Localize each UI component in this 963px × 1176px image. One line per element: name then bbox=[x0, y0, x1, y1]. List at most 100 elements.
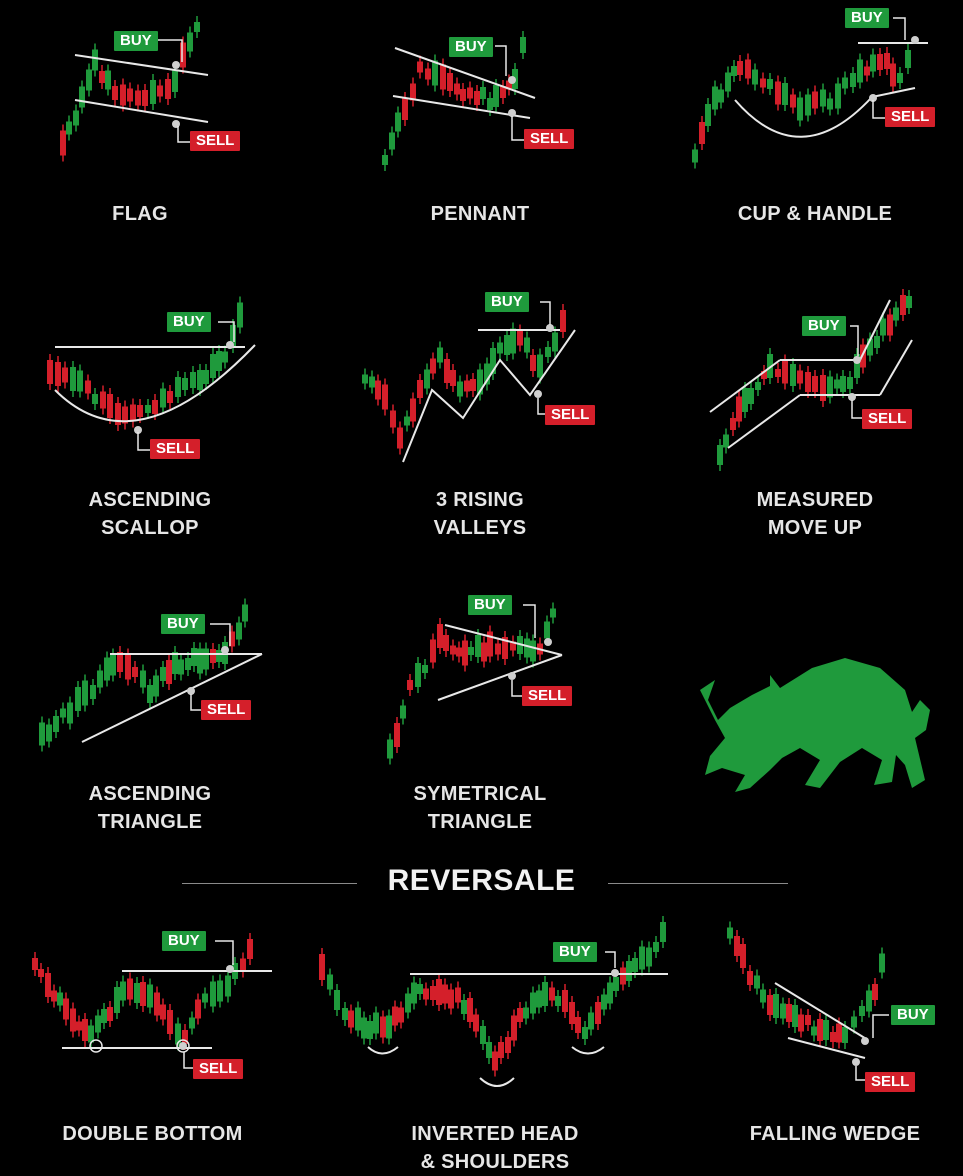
candle-body bbox=[847, 377, 853, 389]
candle-body bbox=[210, 649, 216, 663]
marker-dot bbox=[172, 61, 180, 69]
trend-line bbox=[774, 982, 869, 1041]
marker-dot bbox=[853, 356, 861, 364]
candle-body bbox=[60, 708, 66, 718]
candle-body bbox=[217, 980, 223, 1002]
candle-body bbox=[167, 391, 173, 403]
candle-body bbox=[237, 302, 243, 328]
leader-line bbox=[210, 623, 231, 646]
candle-body bbox=[748, 388, 754, 404]
candle-body bbox=[229, 631, 235, 647]
sell-badge: SELL bbox=[862, 409, 913, 429]
section-title: REVERSALE bbox=[387, 864, 576, 897]
candle-body bbox=[811, 1026, 817, 1036]
leader-line bbox=[850, 325, 859, 356]
candle-body bbox=[432, 60, 438, 86]
candle-body bbox=[905, 50, 911, 68]
candle-body bbox=[454, 83, 460, 95]
trend-line bbox=[81, 653, 263, 743]
candle-body bbox=[767, 995, 773, 1015]
candle-body bbox=[906, 296, 912, 308]
sell-badge: SELL bbox=[201, 700, 252, 720]
candle-body bbox=[736, 396, 742, 422]
candle-body bbox=[595, 1002, 601, 1024]
buy-badge: BUY bbox=[553, 942, 597, 962]
candle-body bbox=[537, 354, 543, 378]
candle-body bbox=[342, 1008, 348, 1020]
candle-body bbox=[88, 1025, 94, 1043]
trend-line bbox=[392, 95, 531, 119]
label-pennant: PENNANT bbox=[430, 203, 530, 225]
candle-body bbox=[397, 427, 403, 449]
candle-body bbox=[361, 1017, 367, 1039]
reversal-section-header: REVERSALE bbox=[0, 862, 963, 902]
leader-line bbox=[137, 432, 150, 451]
buy-badge: BUY bbox=[162, 931, 206, 951]
candle-body bbox=[742, 388, 748, 412]
candle-body bbox=[92, 394, 98, 404]
leader-line bbox=[872, 100, 886, 119]
candle-body bbox=[761, 371, 767, 379]
candle-body bbox=[216, 650, 222, 662]
candle-body bbox=[38, 969, 44, 977]
leader-line bbox=[215, 940, 234, 965]
candle-body bbox=[90, 685, 96, 699]
candle-body bbox=[73, 110, 79, 126]
candle-body bbox=[464, 380, 470, 392]
candle-body bbox=[160, 667, 166, 681]
sell-badge: SELL bbox=[522, 686, 573, 706]
candle-body bbox=[797, 97, 803, 121]
candle-body bbox=[127, 978, 133, 1000]
candle-body bbox=[62, 367, 68, 383]
candle-body bbox=[755, 382, 761, 390]
candle-body bbox=[70, 1008, 76, 1032]
candle-body bbox=[367, 1021, 373, 1039]
candle-body bbox=[495, 643, 501, 655]
candle-body bbox=[387, 739, 393, 759]
candle-body bbox=[456, 647, 462, 657]
candle-body bbox=[790, 94, 796, 108]
candle-body bbox=[505, 1037, 511, 1053]
candle-body bbox=[404, 416, 410, 426]
candle-body bbox=[450, 370, 456, 386]
marker-dot bbox=[187, 687, 195, 695]
candle-body bbox=[506, 80, 512, 90]
candle-body bbox=[410, 83, 416, 101]
candle-body bbox=[836, 1023, 842, 1043]
divider-left bbox=[182, 883, 357, 884]
candle-body bbox=[425, 68, 431, 80]
candle-body bbox=[475, 635, 481, 657]
candle-body bbox=[530, 640, 536, 662]
candle-body bbox=[57, 992, 63, 1006]
trend-line bbox=[787, 1037, 866, 1059]
candle-body bbox=[172, 652, 178, 674]
candle-body bbox=[486, 1042, 492, 1058]
candle-body bbox=[718, 89, 724, 103]
candle-body bbox=[47, 360, 53, 384]
candle-body bbox=[857, 59, 863, 83]
marker-dot bbox=[544, 638, 552, 646]
candle-body bbox=[480, 87, 486, 99]
candle-body bbox=[786, 1004, 792, 1022]
candle-body bbox=[130, 404, 136, 422]
candle-body bbox=[134, 983, 140, 1003]
candle-body bbox=[437, 347, 443, 363]
candle-body bbox=[443, 635, 449, 651]
candle-body bbox=[327, 974, 333, 990]
candle-body bbox=[182, 1030, 188, 1044]
candle-body bbox=[450, 645, 456, 655]
candle-body bbox=[737, 61, 743, 75]
candle-body bbox=[430, 986, 436, 1000]
marker-dot bbox=[508, 76, 516, 84]
candle-body bbox=[190, 372, 196, 388]
candle-body bbox=[877, 54, 883, 70]
marker-ring bbox=[89, 1039, 103, 1053]
candle-body bbox=[601, 994, 607, 1010]
candle-body bbox=[504, 335, 510, 355]
trend-line bbox=[444, 624, 563, 656]
leader-line bbox=[872, 1014, 889, 1038]
leader-line bbox=[511, 680, 524, 697]
candle-body bbox=[240, 958, 246, 972]
candle-body bbox=[95, 1015, 101, 1033]
